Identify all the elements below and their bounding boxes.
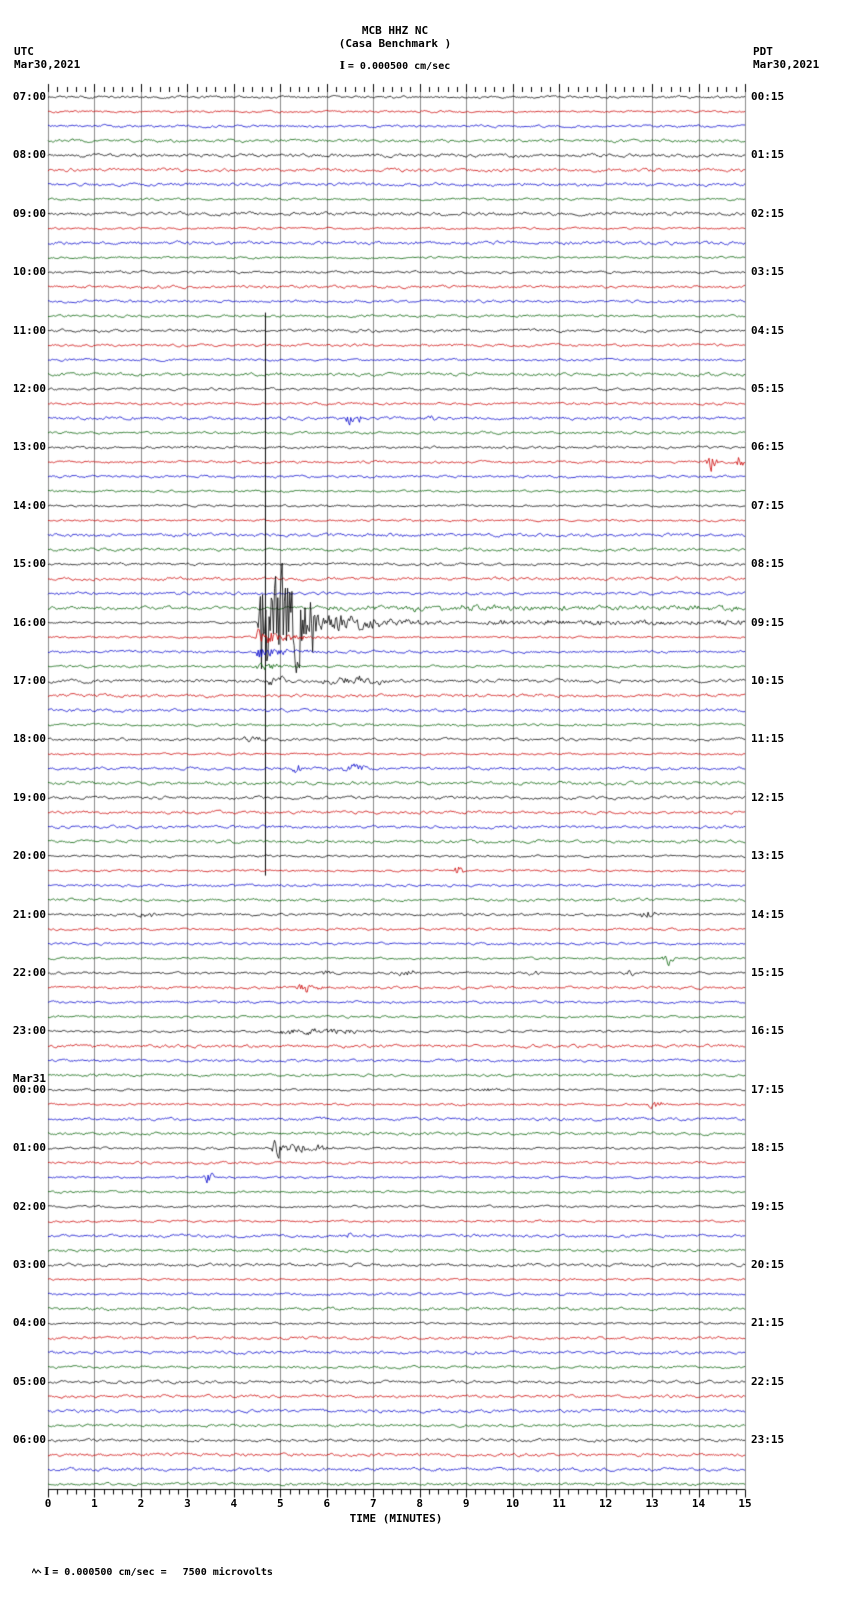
right-timezone-label: PDT [753, 45, 773, 58]
row-label-local: 09:15 [751, 615, 785, 629]
row-label-local: 14:15 [751, 907, 785, 921]
amplitude-scale: I = 0.000500 cm/sec [215, 59, 575, 73]
footer-microvolts: 7500 microvolts [182, 1567, 273, 1578]
row-label-utc: 06:00 [12, 1433, 46, 1447]
row-label-utc: 03:00 [12, 1258, 46, 1271]
row-label-utc: 21:00 [12, 907, 46, 921]
x-tick-label: 14 [691, 1496, 706, 1510]
x-tick-label: 12 [598, 1496, 613, 1510]
row-label-utc: 09:00 [12, 206, 46, 220]
row-label-local: 07:15 [751, 498, 785, 512]
row-label-local: 15:15 [751, 966, 785, 979]
x-tick-label: 5 [277, 1496, 284, 1510]
row-label-local: 10:15 [751, 674, 785, 687]
x-axis-title: TIME (MINUTES) [349, 1512, 443, 1525]
row-label-local: 00:15 [751, 90, 785, 103]
row-label-utc: 07:00 [12, 90, 46, 103]
row-label-utc: 23:00 [12, 1024, 46, 1038]
row-label-utc: 16:00 [12, 615, 46, 629]
row-label-utc: 12:00 [12, 382, 46, 395]
row-label-utc: 20:00 [12, 849, 46, 863]
station-subtitle: (Casa Benchmark ) [338, 37, 452, 50]
row-label-local: 23:15 [751, 1433, 785, 1447]
pdt-header: PDT Mar30,2021 [753, 45, 819, 71]
footer-scale-eq: = 0.000500 cm/sec = [52, 1567, 167, 1578]
row-label-utc: 01:00 [12, 1141, 46, 1155]
row-label-utc: 02:00 [12, 1199, 46, 1213]
row-label-utc: 19:00 [12, 790, 46, 804]
x-tick-label: 9 [462, 1496, 470, 1510]
x-tick-label: 8 [416, 1496, 424, 1510]
station-header: MCB HHZ NC (Casa Benchmark ) I = 0.000500… [215, 24, 575, 73]
row-label-local: 04:15 [751, 323, 785, 337]
row-label-local: 16:15 [751, 1024, 785, 1038]
row-label-local: 19:15 [751, 1199, 785, 1213]
right-date-label: Mar30,2021 [753, 58, 820, 71]
scale-bracket-icon: I [339, 59, 345, 72]
row-label-utc: 22:00 [12, 966, 46, 979]
row-label-local: 03:15 [751, 265, 785, 279]
row-label-utc: 17:00 [12, 674, 46, 687]
utc-header: UTC Mar30,2021 [14, 45, 80, 71]
row-label-utc: 13:00 [12, 440, 46, 454]
row-label-local: 05:15 [751, 382, 785, 395]
x-tick-label: 13 [645, 1496, 659, 1510]
row-label-utc: 08:00 [12, 148, 46, 162]
x-tick-label: 10 [506, 1496, 520, 1510]
row-label-local: 11:15 [751, 732, 785, 746]
row-label-utc: 04:00 [12, 1316, 46, 1330]
station-title: MCB HHZ NC [361, 24, 429, 37]
x-tick-label: 15 [738, 1496, 752, 1510]
x-tick-label: 6 [323, 1496, 331, 1510]
x-tick-label: 4 [230, 1496, 238, 1510]
row-label-local: 21:15 [751, 1316, 785, 1330]
left-timezone-label: UTC [14, 45, 34, 58]
row-label-utc: 18:00 [12, 732, 46, 746]
row-label-local: 13:15 [751, 849, 785, 863]
x-tick-label: 1 [91, 1496, 98, 1510]
row-label-utc: 05:00 [12, 1374, 46, 1388]
x-tick-label: 2 [137, 1496, 145, 1510]
row-label-utc: 15:00 [12, 557, 46, 571]
row-label-utc: 11:00 [12, 323, 46, 337]
footer-scale-note: I = 0.000500 cm/sec = 7500 microvolts [8, 1554, 273, 1589]
x-tick-label: 0 [44, 1496, 52, 1510]
scale-squiggle-icon [32, 1567, 42, 1574]
row-label-local: 22:15 [751, 1374, 785, 1388]
row-label-utc: 14:00 [12, 498, 46, 512]
row-label-local: 12:15 [751, 790, 785, 804]
scale-label: = 0.000500 cm/sec [347, 61, 451, 72]
row-label-local: 02:15 [751, 206, 785, 220]
row-label-local: 08:15 [751, 557, 785, 571]
row-label-local: 17:15 [751, 1082, 785, 1096]
x-tick-label: 3 [184, 1496, 191, 1510]
row-label-utc-date: Mar31 [12, 1071, 46, 1085]
footer-scale-bracket-icon: I [44, 1565, 50, 1578]
row-label-local: 01:15 [751, 148, 785, 162]
x-tick-label: 7 [369, 1496, 377, 1510]
x-tick-label: 11 [552, 1496, 566, 1510]
left-date-label: Mar30,2021 [14, 58, 81, 71]
row-label-local: 20:15 [751, 1258, 785, 1271]
row-label-utc: 10:00 [12, 265, 46, 279]
row-label-utc: 00:00 [12, 1082, 46, 1096]
row-label-local: 06:15 [751, 440, 785, 454]
row-label-local: 18:15 [751, 1141, 785, 1155]
